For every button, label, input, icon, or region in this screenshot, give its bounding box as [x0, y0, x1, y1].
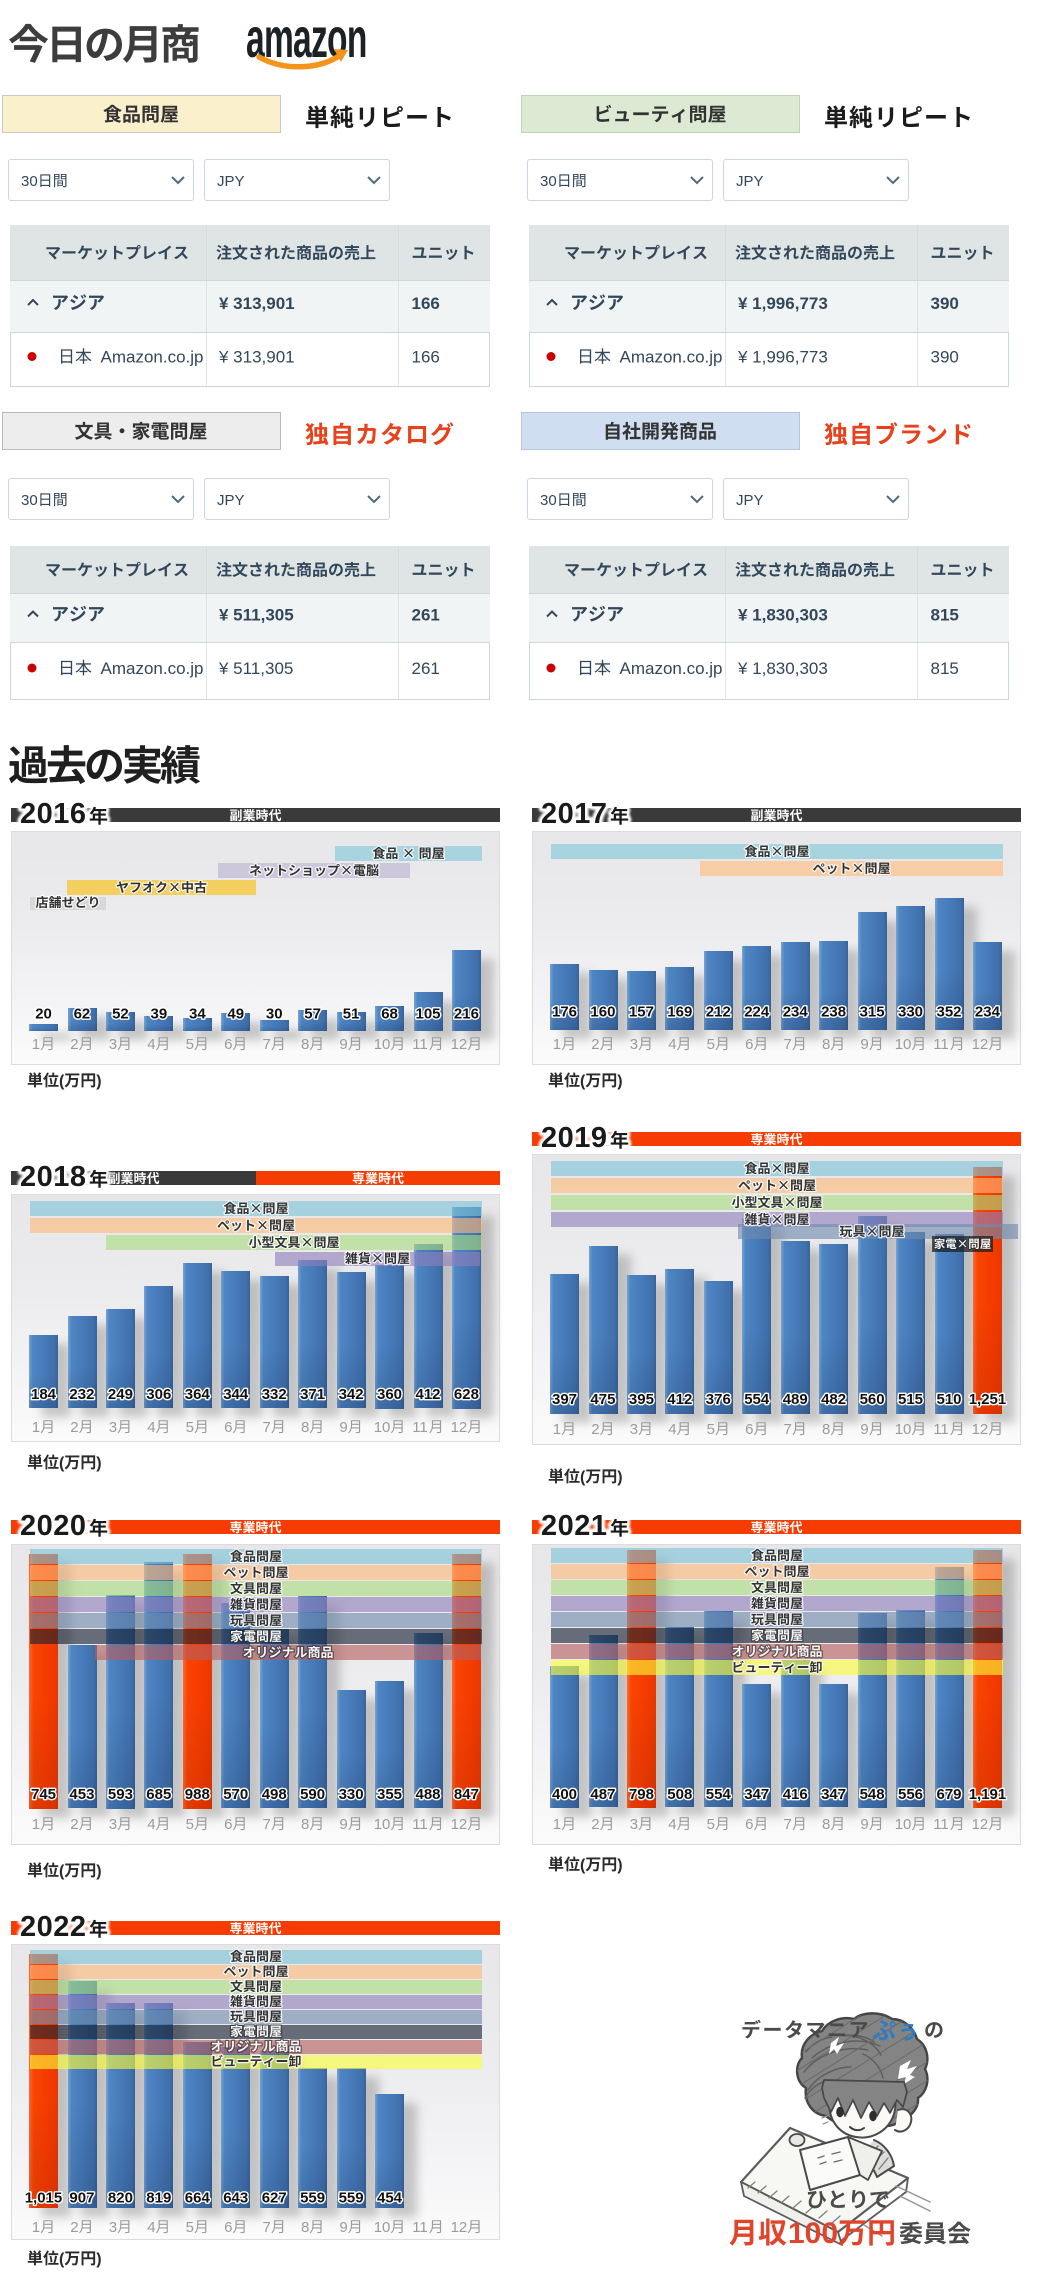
svg-text:(: (	[59, 1863, 65, 1880]
svg-text:): )	[96, 1863, 101, 1880]
svg-text:): )	[96, 1073, 101, 1090]
svg-text:(: (	[580, 1857, 586, 1874]
svg-text:): )	[617, 1073, 622, 1090]
svg-text:amazon: amazon	[246, 7, 367, 69]
svg-text:): )	[617, 1469, 622, 1486]
svg-text:100: 100	[788, 2217, 838, 2250]
svg-text:): )	[96, 1455, 101, 1472]
svg-text:): )	[617, 1857, 622, 1874]
svg-text:(: (	[59, 1455, 65, 1472]
svg-text:(: (	[580, 1469, 586, 1486]
svg-text:(: (	[59, 1073, 65, 1090]
svg-text:(: (	[580, 1073, 586, 1090]
svg-text:): )	[96, 2251, 101, 2268]
svg-text:(: (	[59, 2251, 65, 2268]
